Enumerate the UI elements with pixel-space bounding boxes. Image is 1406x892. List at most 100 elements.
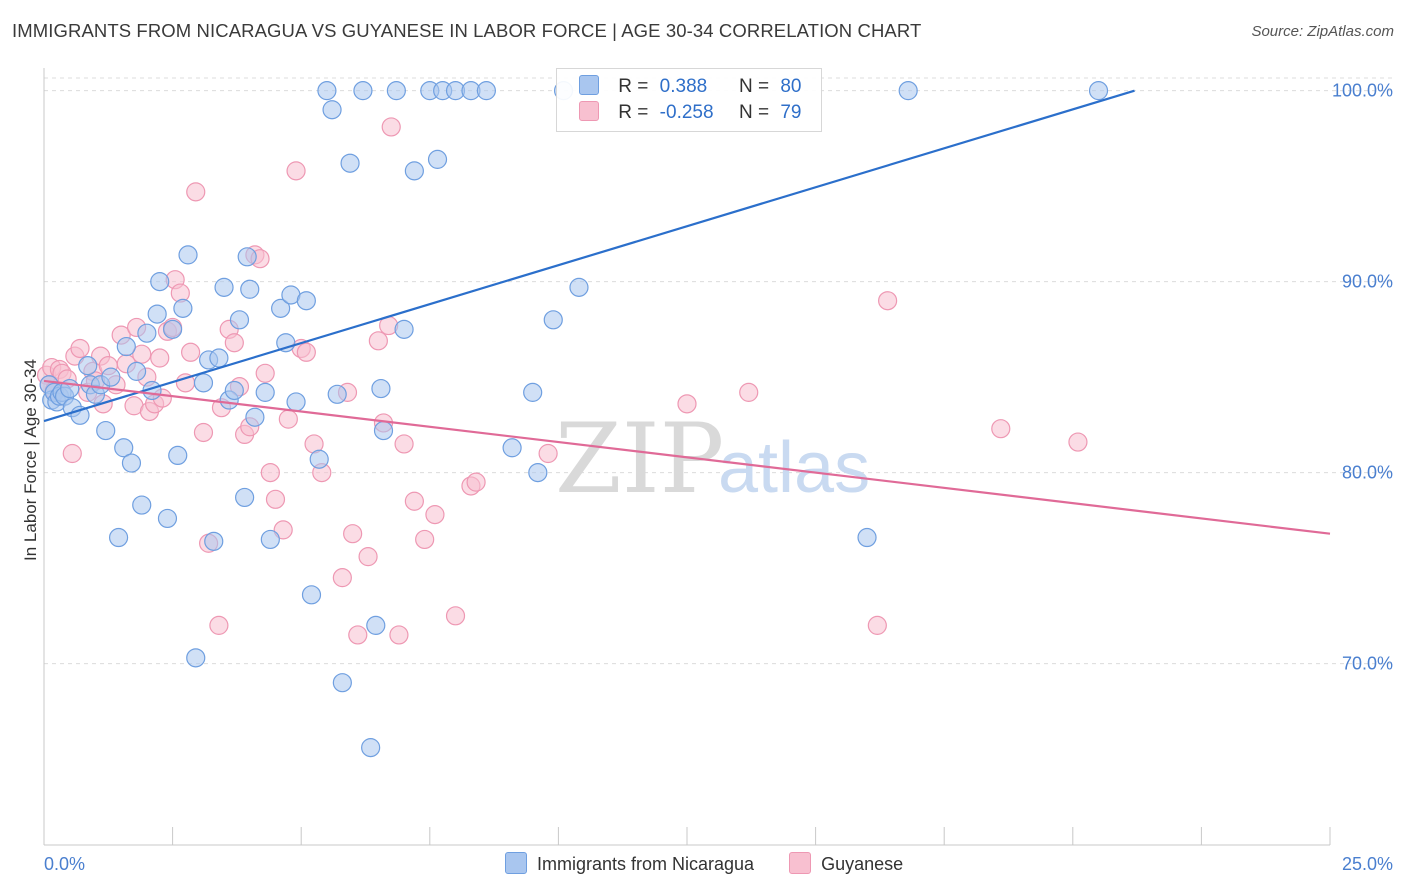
nicaragua-point: [150, 272, 170, 292]
guyanese-point: [415, 529, 435, 550]
nicaragua-point: [78, 356, 98, 376]
nicaragua-point: [255, 382, 275, 402]
nicaragua-point: [317, 81, 337, 101]
nicaragua-point: [271, 298, 291, 318]
nicaragua-point: [101, 367, 121, 387]
y-tick-label: 80.0%: [1342, 463, 1393, 483]
guyanese-point: [150, 348, 170, 368]
nicaragua-point: [366, 615, 386, 635]
watermark-atlas: atlas: [718, 428, 870, 508]
guyanese-point: [260, 462, 280, 483]
nicaragua-point: [286, 392, 306, 412]
bottom-legend: Immigrants from Nicaragua Guyanese: [505, 852, 933, 875]
guyanese-point: [1068, 432, 1088, 452]
guyanese-point: [296, 342, 316, 362]
bottom-legend-item-guyanese: Guyanese: [789, 852, 903, 875]
nicaragua-point: [229, 310, 250, 330]
nicaragua-point: [168, 445, 188, 466]
nicaragua-point: [240, 279, 260, 299]
nicaragua-point: [528, 462, 548, 483]
nicaragua-point: [404, 161, 424, 181]
nicaragua-trend-line: [43, 89, 1135, 423]
axes: [43, 68, 1331, 846]
guyanese-point: [394, 434, 414, 454]
guyanese-point: [224, 333, 244, 353]
bottom-legend-swatch-nicaragua: [505, 852, 527, 874]
legend-swatch-nicaragua: [579, 75, 599, 95]
nicaragua-point: [121, 453, 142, 473]
nicaragua-point: [476, 81, 496, 101]
nicaragua-point: [235, 487, 255, 508]
nicaragua-point: [96, 420, 116, 441]
nicaragua-point: [427, 149, 448, 169]
bottom-legend-label-nicaragua: Immigrants from Nicaragua: [537, 854, 755, 874]
legend-row-guyanese: R = -0.258 N = 79: [579, 101, 801, 127]
guyanese-point: [389, 625, 409, 645]
nicaragua-point: [301, 585, 322, 605]
bottom-legend-swatch-guyanese: [789, 852, 812, 874]
guyanese-point: [255, 363, 275, 383]
legend-n-label: N =: [738, 102, 770, 123]
legend-swatch-guyanese: [579, 101, 599, 121]
nicaragua-point: [322, 100, 342, 120]
nicaragua-point: [126, 361, 147, 381]
legend-row-nicaragua: R = 0.388 N = 80: [579, 75, 801, 101]
nicaragua-point: [147, 304, 167, 324]
nicaragua-point: [224, 380, 244, 401]
nicaragua-point: [361, 738, 381, 758]
y-tick-label: 70.0%: [1342, 654, 1393, 674]
nicaragua-point: [543, 310, 563, 330]
bottom-legend-item-nicaragua: Immigrants from Nicaragua: [505, 852, 754, 875]
nicaragua-point: [502, 438, 522, 458]
nicaragua-point: [204, 531, 224, 551]
guyanese-point: [265, 489, 286, 509]
nicaragua-point: [332, 673, 352, 693]
nicaragua-point: [114, 438, 134, 458]
guyanese-point: [404, 491, 424, 511]
guyanese-point: [358, 547, 378, 567]
legend-n-value-guyanese: 79: [780, 102, 802, 123]
guyanese-point: [273, 520, 293, 540]
nicaragua-point: [296, 291, 316, 311]
guyanese-point: [445, 606, 466, 626]
guyanese-point: [193, 422, 214, 443]
guyanese-point: [348, 625, 368, 645]
nicaragua-point: [523, 382, 543, 402]
legend-n-label: N =: [738, 76, 770, 97]
y-tick-label: 100.0%: [1332, 81, 1393, 101]
guyanese-point: [70, 338, 90, 359]
nicaragua-point: [898, 81, 918, 101]
nicaragua-point: [214, 277, 234, 297]
nicaragua-point: [186, 648, 206, 668]
guyanese-point: [343, 524, 363, 544]
guyanese-point: [209, 615, 229, 635]
nicaragua-point: [394, 319, 414, 339]
guyanese-point: [181, 342, 201, 362]
nicaragua-point: [1088, 81, 1109, 101]
guyanese-point: [286, 161, 306, 181]
guyanese-point: [332, 568, 352, 588]
bottom-legend-label-guyanese: Guyanese: [821, 854, 904, 874]
guyanese-point: [991, 419, 1011, 439]
nicaragua-point: [857, 527, 877, 548]
nicaragua-point: [260, 529, 280, 550]
nicaragua-point: [116, 336, 136, 357]
nicaragua-point: [569, 277, 589, 297]
guyanese-point: [538, 443, 558, 464]
x-tick-label-max: 25.0%: [1342, 854, 1393, 874]
nicaragua-point: [340, 153, 360, 173]
guyanese-point: [878, 291, 898, 311]
nicaragua-point: [108, 527, 129, 548]
guyanese-point: [368, 331, 388, 351]
guyanese-point: [62, 443, 82, 464]
nicaragua-point: [386, 81, 406, 101]
guyanese-point: [739, 382, 759, 402]
guyanese-point: [677, 394, 697, 414]
guyanese-point: [425, 505, 445, 525]
nicaragua-point: [132, 495, 152, 515]
nicaragua-point: [371, 378, 391, 399]
y-tick-label: 90.0%: [1342, 272, 1393, 292]
series-nicaragua-points: [39, 81, 1109, 758]
guyanese-point: [132, 344, 152, 364]
nicaragua-point: [327, 384, 347, 404]
